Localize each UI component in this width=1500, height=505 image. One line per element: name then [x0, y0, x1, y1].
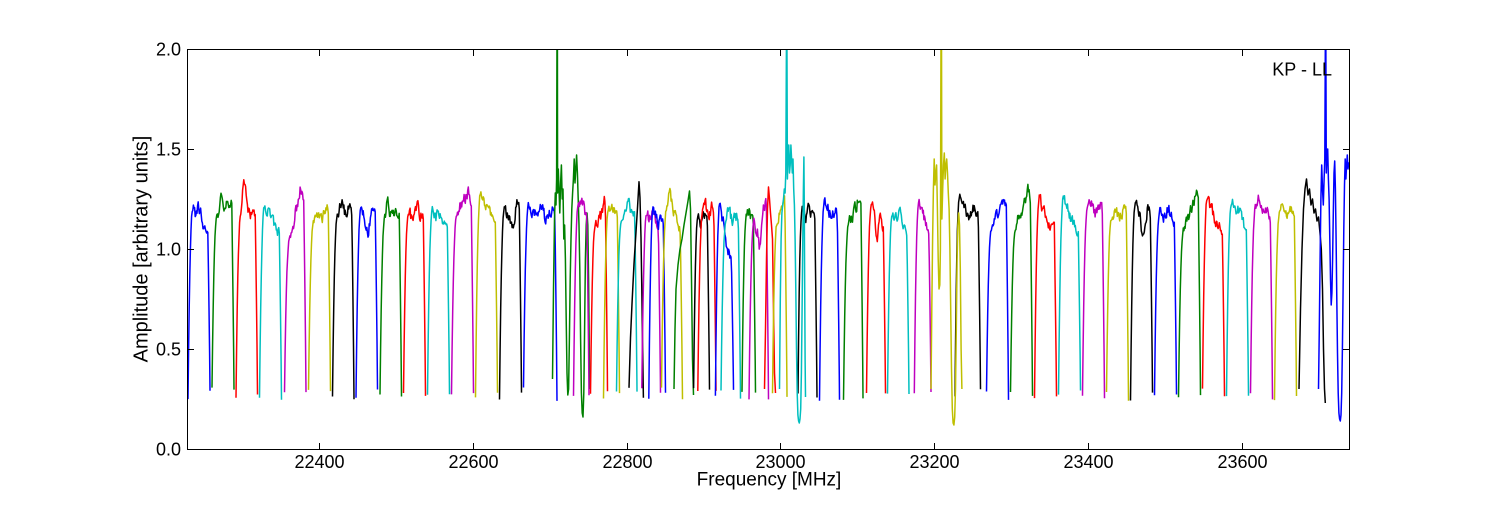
svg-text:23600: 23600 [1217, 452, 1267, 472]
svg-text:23200: 23200 [909, 452, 959, 472]
svg-text:Frequency [MHz]: Frequency [MHz] [697, 470, 842, 491]
svg-text:0.5: 0.5 [156, 340, 181, 360]
svg-text:KP - LL: KP - LL [1272, 60, 1332, 80]
svg-text:23400: 23400 [1063, 452, 1113, 472]
svg-text:22400: 22400 [294, 452, 344, 472]
svg-text:Amplitude [arbitrary units]: Amplitude [arbitrary units] [131, 136, 153, 363]
svg-text:1.5: 1.5 [156, 140, 181, 160]
svg-text:0.0: 0.0 [156, 440, 181, 460]
svg-text:2.0: 2.0 [156, 40, 181, 60]
svg-text:22800: 22800 [602, 452, 652, 472]
svg-text:23000: 23000 [755, 452, 805, 472]
svg-text:1.0: 1.0 [156, 240, 181, 260]
svg-text:22600: 22600 [448, 452, 498, 472]
